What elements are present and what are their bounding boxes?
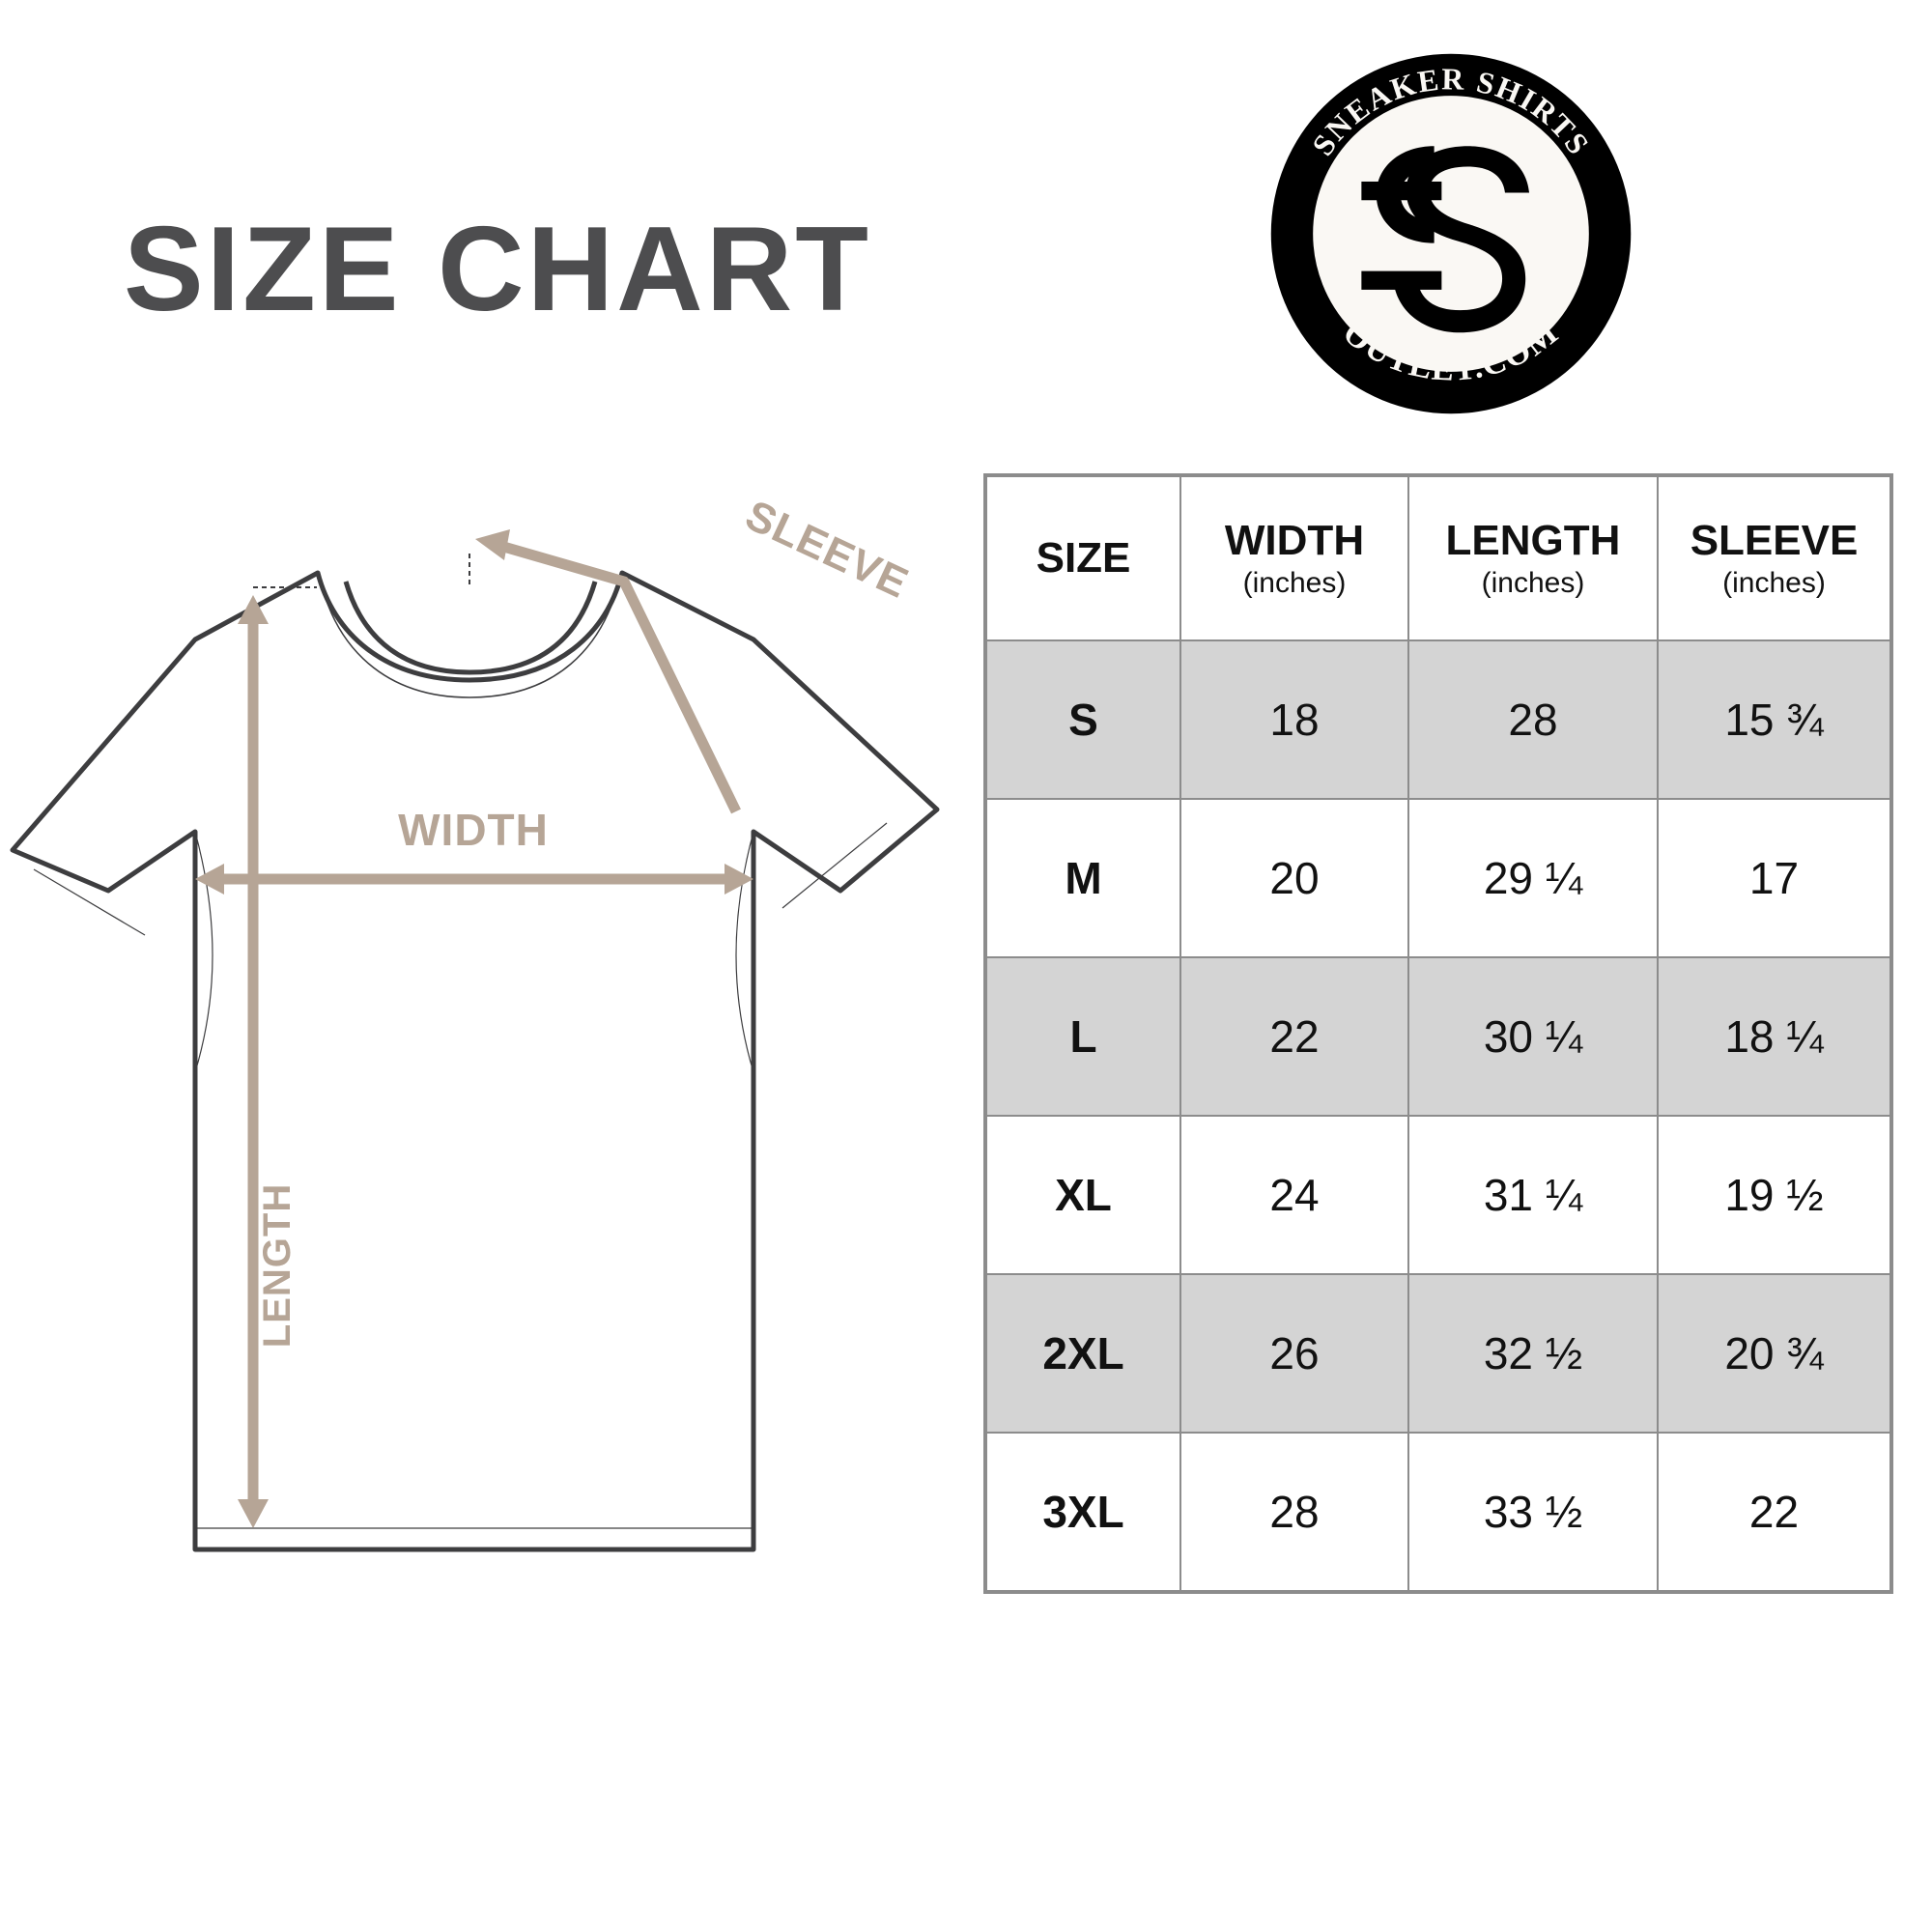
svg-text:LENGTH: LENGTH <box>256 1183 298 1348</box>
svg-text:WIDTH: WIDTH <box>398 805 549 855</box>
svg-text:SLEEVE: SLEEVE <box>738 492 916 608</box>
